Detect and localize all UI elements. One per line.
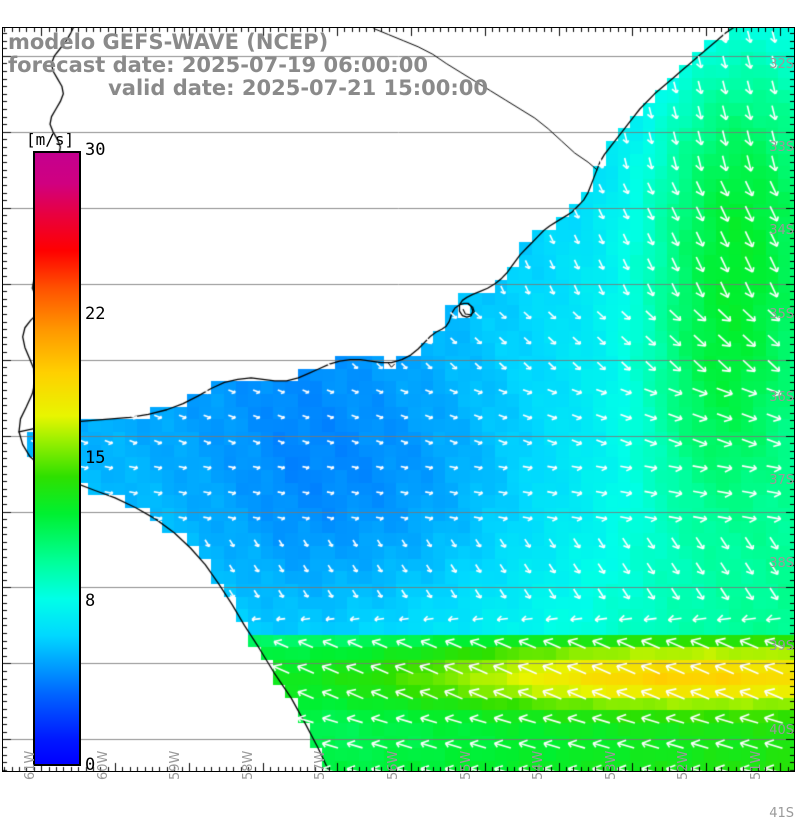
valid-date-label: valid date: 2025-07-21 15:00:00 (108, 76, 488, 100)
lat-label-40S: 40S (769, 722, 794, 738)
colorbar-tick-15: 15 (85, 447, 106, 468)
colorbar-tick-30: 30 (85, 140, 106, 160)
colorbar-tick-0: 0 (85, 755, 96, 775)
colorbar-unit-label: [m/s] (26, 130, 75, 149)
lat-label-37S: 37S (769, 473, 794, 488)
lat-label-34S: 34S (769, 223, 794, 239)
lon-label-53W: 53W (603, 750, 619, 780)
wind-speed-map-canvas (2, 27, 795, 772)
lat-label-36S: 36S (769, 389, 794, 405)
colorbar-tick-22: 22 (85, 304, 106, 324)
lat-label-41S: 41S (769, 805, 794, 821)
lat-label-35S: 35S (769, 306, 794, 322)
lon-label-61W: 61W (23, 750, 38, 780)
colorbar-tick-8: 8 (85, 591, 96, 611)
model-title: modelo GEFS-WAVE (NCEP) (8, 30, 329, 54)
lat-label-38S: 38S (769, 556, 794, 572)
lon-label-54W: 54W (531, 750, 547, 780)
colorbar (33, 151, 81, 766)
lon-label-58W: 58W (240, 750, 256, 780)
weather-map-figure: modelo GEFS-WAVE (NCEP) forecast date: 2… (2, 27, 795, 821)
lon-label-51W: 51W (749, 750, 764, 780)
forecast-date-label: forecast date: 2025-07-19 06:00:00 (8, 53, 428, 77)
lon-label-56W: 56W (386, 750, 401, 780)
lat-label-39S: 39S (769, 639, 794, 655)
lon-label-60W: 60W (95, 750, 111, 780)
lon-label-57W: 57W (313, 750, 329, 780)
lon-label-55W: 55W (458, 750, 474, 780)
colorbar-gradient (33, 151, 81, 766)
lon-label-59W: 59W (168, 750, 184, 780)
lat-label-33S: 33S (769, 140, 794, 156)
lon-label-52W: 52W (676, 750, 692, 780)
lat-label-32S: 32S (769, 57, 794, 72)
